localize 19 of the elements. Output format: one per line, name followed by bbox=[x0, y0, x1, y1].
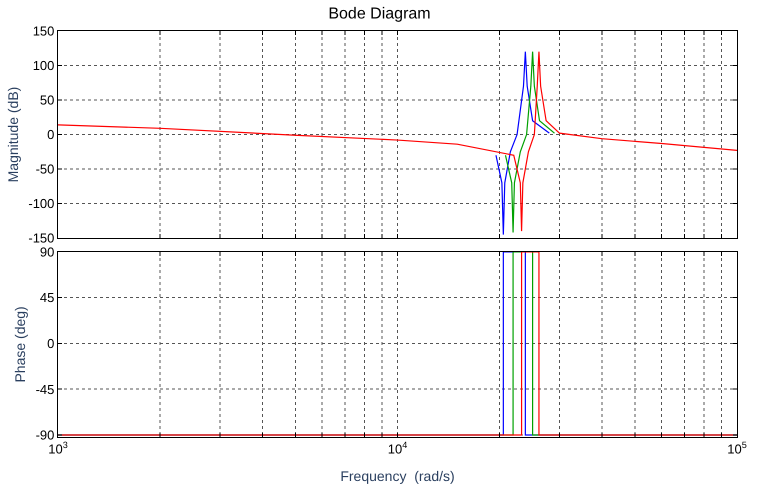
y-tick-label: 0 bbox=[47, 127, 54, 142]
chart-title: Bode Diagram bbox=[328, 6, 431, 23]
y-tick-label: 100 bbox=[32, 58, 54, 74]
y-tick-label: 50 bbox=[40, 92, 54, 108]
y-tick-label: 45 bbox=[40, 290, 54, 306]
y-axis-title: Phase (deg) bbox=[12, 306, 28, 383]
y-tick-label: -100 bbox=[28, 196, 54, 212]
x-axis-title: Frequency (rad/s) bbox=[340, 468, 455, 484]
y-tick-label: -90 bbox=[36, 428, 54, 443]
y-tick-label: 0 bbox=[47, 336, 54, 351]
x-tick-label: 10$^{5}$ bbox=[727, 440, 747, 457]
x-tick-label: 10$^{3}$ bbox=[48, 440, 68, 457]
y-tick-label: 150 bbox=[32, 24, 54, 39]
y-tick-label: -150 bbox=[28, 230, 54, 246]
y-tick-label: -45 bbox=[36, 382, 54, 397]
y-tick-label: 90 bbox=[40, 244, 54, 260]
y-tick-label: -50 bbox=[36, 162, 54, 177]
x-tick-label: 10$^{4}$ bbox=[388, 440, 408, 457]
y-axis-title: Magnitude (dB) bbox=[4, 86, 21, 182]
